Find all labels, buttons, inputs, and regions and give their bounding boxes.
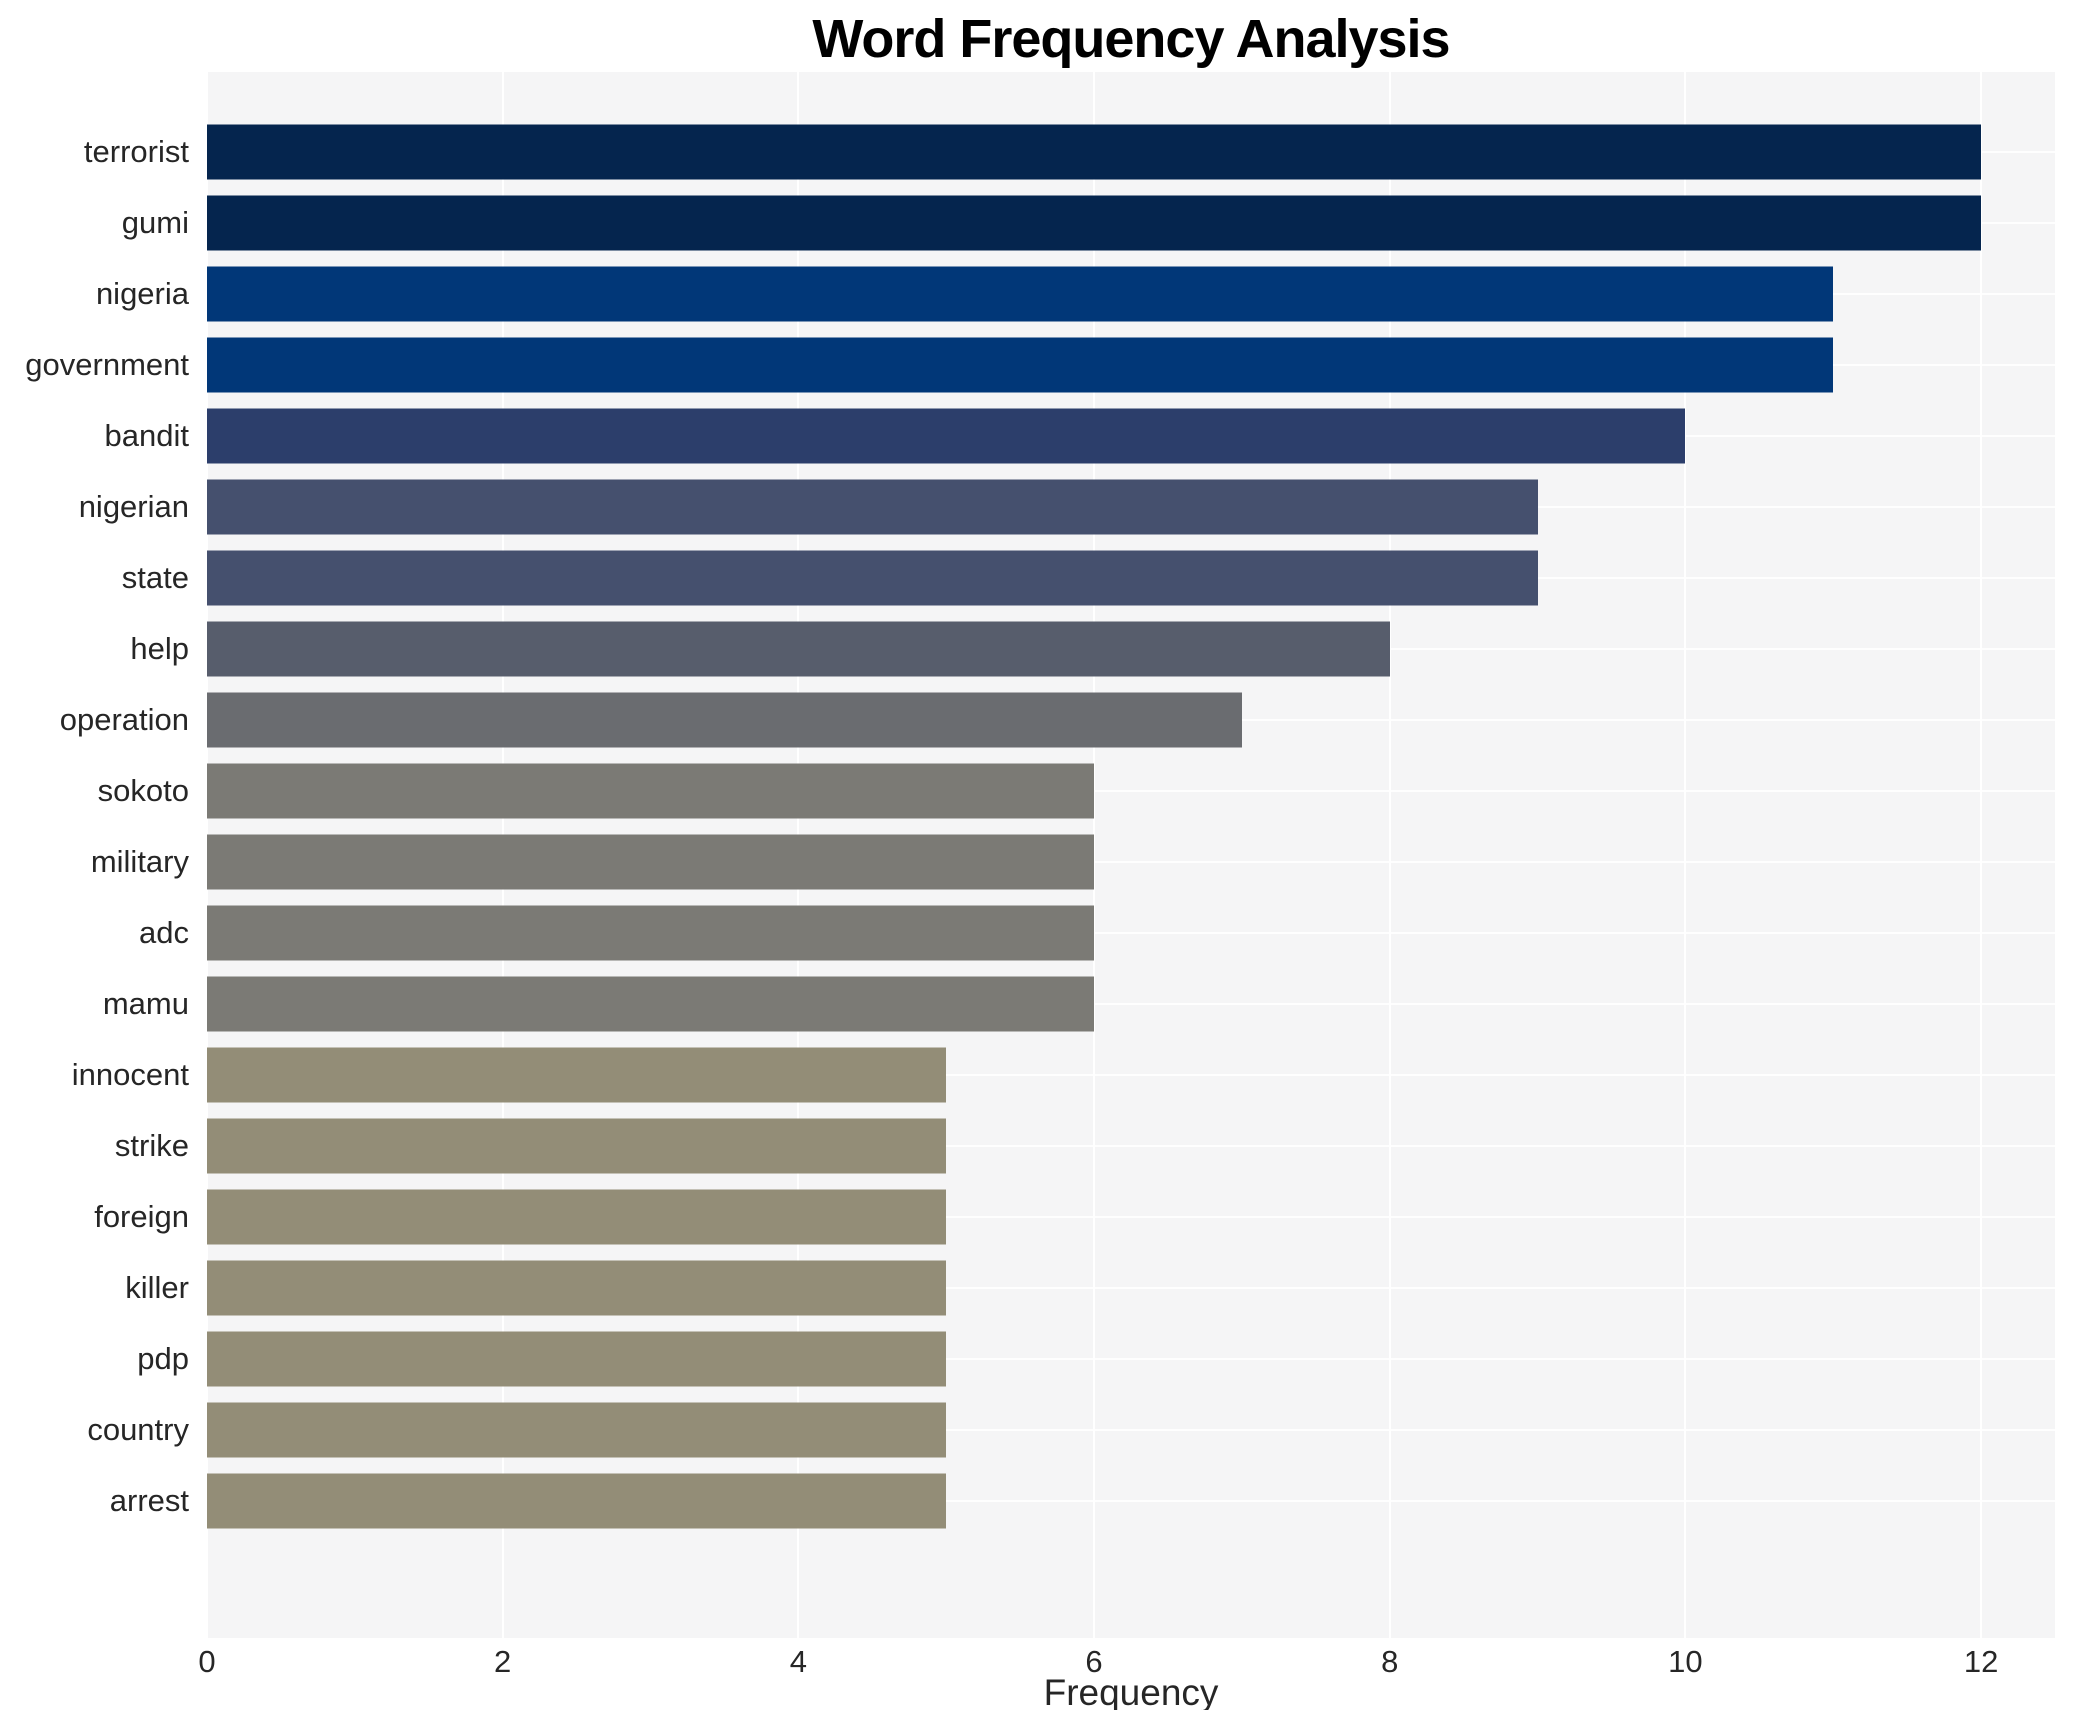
y-axis-label: nigeria	[95, 275, 189, 311]
bar-arrest	[207, 1473, 947, 1528]
y-axis-label: government	[25, 346, 189, 382]
bar-rows-container: terrorist gumi nigeria government bandit nige…	[25, 116, 2055, 1536]
y-axis-label: adc	[139, 914, 189, 950]
x-tick-label: 6	[1085, 1644, 1103, 1679]
gridline-horizontal	[207, 1357, 2055, 1360]
bar-foreign	[207, 1189, 947, 1244]
gridline-horizontal	[207, 860, 2055, 863]
bar-innocent	[207, 1047, 947, 1102]
y-axis-label: state	[121, 559, 189, 595]
y-axis-label: nigerian	[78, 488, 189, 524]
bar-row: adc	[139, 897, 2055, 968]
bar-row: gumi	[122, 187, 2055, 258]
bar-country	[207, 1402, 947, 1457]
bar-row: nigerian	[79, 471, 2055, 542]
y-axis-label: terrorist	[83, 133, 189, 169]
bar-operation	[207, 692, 1242, 747]
bar-sokoto	[207, 763, 1095, 818]
gridline-horizontal	[207, 1073, 2055, 1076]
y-axis-label: arrest	[109, 1482, 189, 1518]
bar-nigeria	[207, 266, 1834, 321]
gridline-horizontal	[207, 931, 2055, 934]
gridline-vertical	[1093, 72, 1096, 1638]
bar-row: bandit	[105, 400, 2055, 471]
bar-gumi	[207, 195, 1982, 250]
bar-row: country	[87, 1394, 2055, 1465]
y-axis-label: sokoto	[97, 772, 189, 808]
x-tick-label: 4	[789, 1644, 807, 1679]
gridline-horizontal	[207, 1215, 2055, 1218]
x-tick-label: 0	[198, 1644, 216, 1679]
y-axis-label: innocent	[71, 1056, 189, 1092]
chart-title: Word Frequency Analysis	[812, 9, 1450, 69]
x-tick-label: 2	[494, 1644, 512, 1679]
y-axis-label: bandit	[104, 417, 189, 453]
gridline-horizontal	[207, 1144, 2055, 1147]
y-axis-label: pdp	[137, 1340, 189, 1376]
y-axis-label: foreign	[94, 1198, 189, 1234]
x-axis-label: Frequency	[1043, 1672, 1219, 1710]
bar-row: innocent	[72, 1039, 2055, 1110]
bar-row: mamu	[103, 968, 2055, 1039]
bar-row: government	[25, 329, 2055, 400]
bar-bandit	[207, 408, 1686, 463]
bar-adc	[207, 905, 1095, 960]
bar-row: pdp	[137, 1323, 2055, 1394]
bar-row: help	[130, 613, 2055, 684]
bar-terrorist	[207, 124, 1982, 179]
gridline-horizontal	[207, 1499, 2055, 1502]
bar-row: sokoto	[98, 755, 2055, 826]
y-axis-label: gumi	[121, 204, 189, 240]
bar-state	[207, 550, 1538, 605]
bar-killer	[207, 1260, 947, 1315]
plot-area: terrorist gumi nigeria government bandit nige…	[25, 72, 2055, 1638]
y-axis-label: country	[87, 1411, 189, 1447]
bar-row: killer	[125, 1252, 2055, 1323]
bar-government	[207, 337, 1834, 392]
gridline-vertical	[1388, 72, 1391, 1638]
bar-help	[207, 621, 1390, 676]
bar-row: foreign	[94, 1181, 2055, 1252]
bar-row: nigeria	[96, 258, 2055, 329]
x-tick-label: 8	[1381, 1644, 1399, 1679]
y-axis-label: military	[90, 843, 189, 879]
bar-strike	[207, 1118, 947, 1173]
y-axis-label: strike	[114, 1127, 189, 1163]
bar-military	[207, 834, 1095, 889]
x-tick-label: 10	[1668, 1644, 1703, 1679]
y-axis-label: operation	[59, 701, 189, 737]
gridline-horizontal	[207, 1428, 2055, 1431]
gridline-vertical	[1684, 72, 1687, 1638]
bar-pdp	[207, 1331, 947, 1386]
bar-nigerian	[207, 479, 1538, 534]
bar-row: state	[122, 542, 2055, 613]
bar-mamu	[207, 976, 1095, 1031]
gridline-vertical	[1980, 72, 1983, 1638]
y-axis-label: help	[130, 630, 189, 666]
x-tick-label: 12	[1963, 1644, 1999, 1679]
gridline-horizontal	[207, 789, 2055, 792]
bar-row: military	[91, 826, 2055, 897]
bar-row: strike	[115, 1110, 2055, 1181]
bar-row: operation	[60, 684, 2055, 755]
y-axis-label: killer	[125, 1269, 189, 1305]
gridline-horizontal	[207, 1286, 2055, 1289]
gridline-horizontal	[207, 1002, 2055, 1005]
bar-row: terrorist	[84, 116, 2055, 187]
x-axis-ticks: 0 2 4 6 8 10 12	[198, 1644, 2055, 1679]
y-axis-label: mamu	[102, 985, 189, 1021]
bar-row: arrest	[110, 1465, 2055, 1536]
